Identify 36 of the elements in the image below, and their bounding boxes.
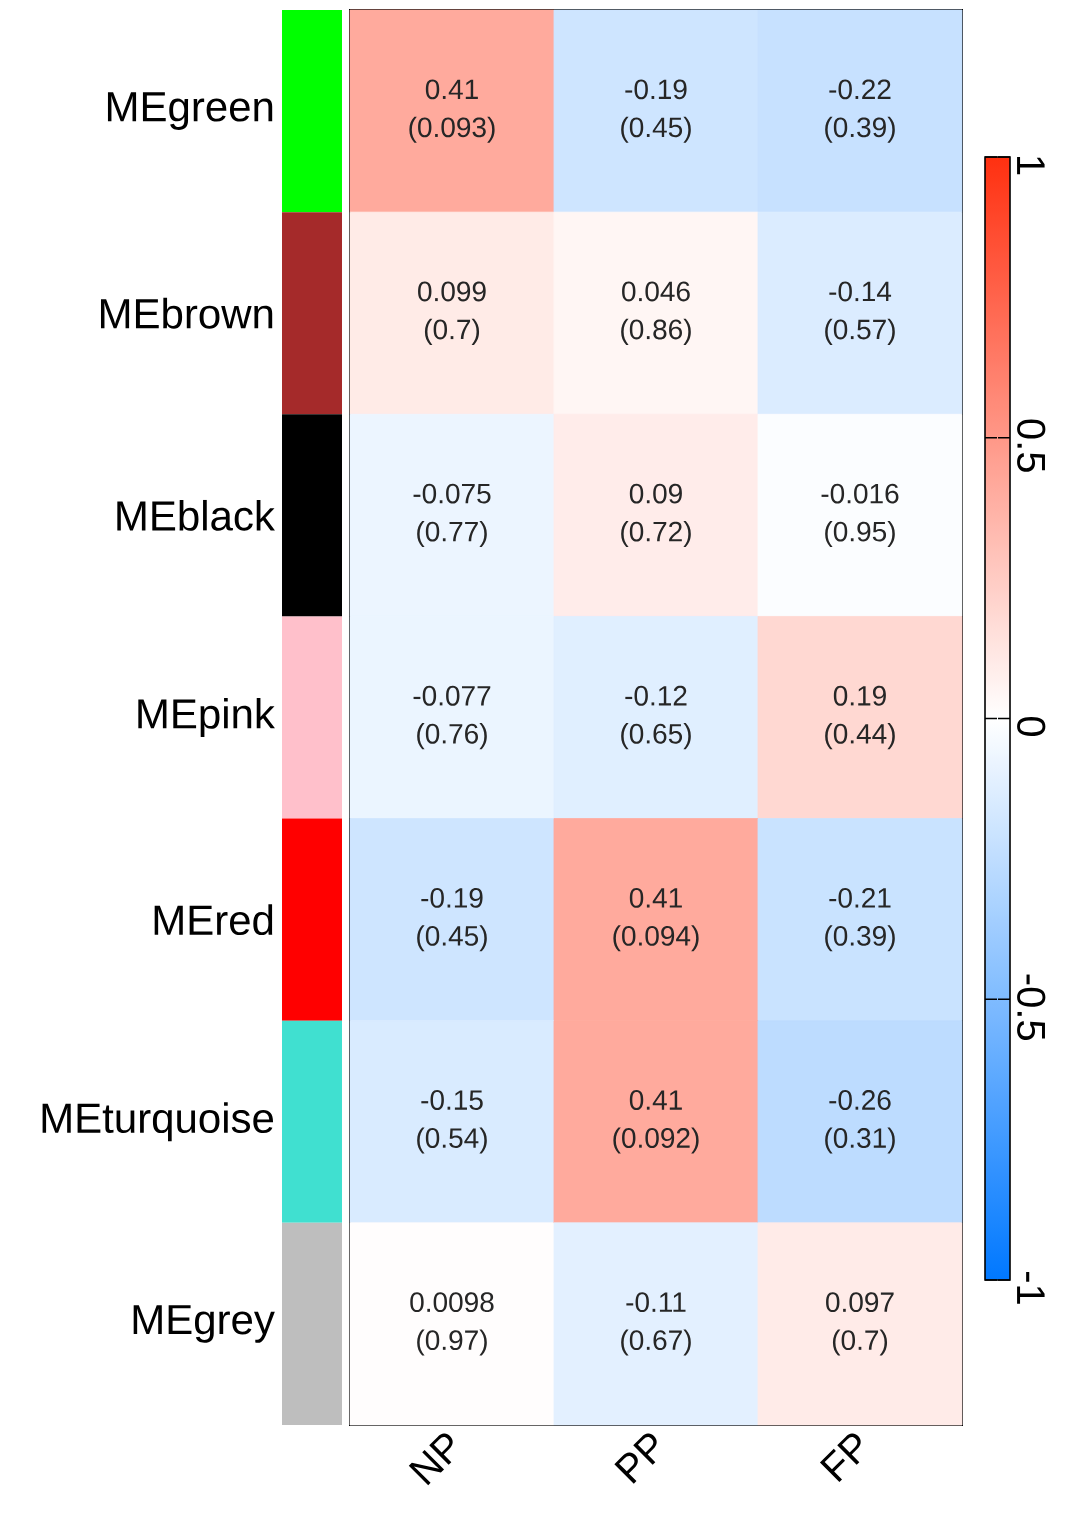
data-label: 0.41 (0.093) xyxy=(409,79,495,143)
x-tick-label: NP xyxy=(408,1433,453,1486)
color-bar-label: -0.5 xyxy=(1017,974,1046,1041)
color-bar-label: 0 xyxy=(1017,716,1046,737)
x-tick-label: FP xyxy=(819,1433,861,1483)
y-tick-label: MEgreen xyxy=(107,92,273,130)
data-label: -0.22 (0.39) xyxy=(825,79,895,143)
data-label: -0.016 (0.95) xyxy=(821,483,899,548)
color-bar-label: 1 xyxy=(1017,156,1045,175)
data-label: -0.14 (0.57) xyxy=(825,281,895,345)
color-bar-label: 0.5 xyxy=(1017,419,1046,472)
y-tick-label: MEblack xyxy=(117,499,275,531)
data-label: -0.15 (0.54) xyxy=(417,1090,487,1154)
data-label: -0.19 (0.45) xyxy=(417,887,487,952)
y-tick-label: MEbrown xyxy=(100,297,273,329)
data-label: -0.11 (0.67) xyxy=(621,1292,691,1356)
y-tick-label: MEgrey xyxy=(133,1305,275,1343)
color-bar-label: -1 xyxy=(1017,1271,1045,1304)
y-tick-label: MEred xyxy=(154,904,273,936)
data-label: 0.046 (0.86) xyxy=(621,281,691,345)
y-tick-label: MEpink xyxy=(138,697,275,738)
y-tick-label: MEturquoise xyxy=(42,1102,274,1142)
data-label: 0.097 (0.7) xyxy=(826,1292,894,1356)
data-label: 0.41 (0.092) xyxy=(613,1090,699,1154)
data-label: -0.26 (0.31) xyxy=(825,1090,895,1154)
x-tick-label: PP xyxy=(614,1433,657,1484)
data-label: 0.099 (0.7) xyxy=(418,281,486,345)
data-label: 0.19 (0.44) xyxy=(825,685,895,750)
data-label: -0.21 (0.39) xyxy=(825,887,895,952)
data-label: 0.09 (0.72) xyxy=(621,483,691,548)
data-label: -0.075 (0.77) xyxy=(413,483,491,548)
data-label: 0.41 (0.094) xyxy=(613,887,699,952)
data-label: 0.0098 (0.97) xyxy=(410,1292,494,1356)
data-label: -0.19 (0.45) xyxy=(621,79,691,143)
data-label: -0.12 (0.65) xyxy=(621,685,691,750)
data-label: -0.077 (0.76) xyxy=(413,685,491,750)
